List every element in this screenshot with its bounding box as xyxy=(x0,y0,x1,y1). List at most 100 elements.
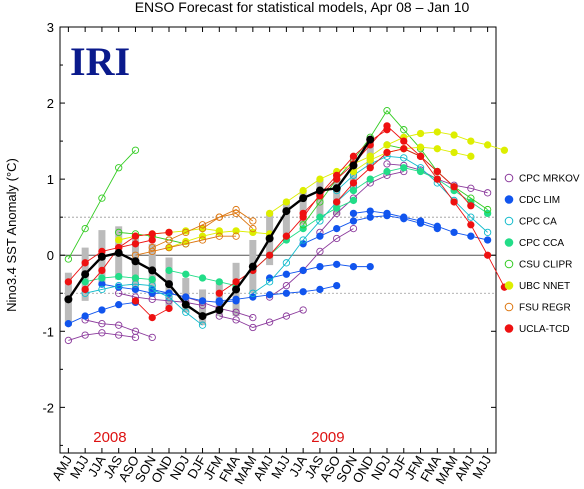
forecast-point xyxy=(400,137,408,145)
forecast-line xyxy=(152,289,203,326)
forecast-point xyxy=(182,308,190,316)
forecast-point xyxy=(366,156,374,164)
forecast-point xyxy=(165,266,173,275)
forecast-point xyxy=(366,207,374,215)
forecast-point xyxy=(467,232,475,240)
forecast-point xyxy=(467,213,475,221)
forecast-point xyxy=(416,143,425,151)
observed-point xyxy=(114,248,123,257)
forecast-point xyxy=(265,278,274,286)
forecast-point xyxy=(383,160,391,168)
forecast-point xyxy=(98,285,106,294)
observed-point xyxy=(165,280,173,289)
forecast-line xyxy=(219,309,304,328)
forecast-point xyxy=(198,236,207,244)
forecast-point xyxy=(467,202,475,210)
observed-point xyxy=(265,234,274,243)
forecast-point xyxy=(483,189,492,197)
forecast-point xyxy=(198,232,207,240)
forecast-point xyxy=(333,198,341,206)
forecast-point xyxy=(450,198,458,206)
forecast-point xyxy=(215,213,223,221)
forecast-point xyxy=(383,167,391,176)
observed-point xyxy=(97,252,106,261)
forecast-point xyxy=(115,331,123,339)
forecast-point xyxy=(198,224,207,233)
forecast-point xyxy=(249,228,257,237)
observed-point xyxy=(299,194,308,203)
forecast-point xyxy=(349,152,358,160)
forecast-point xyxy=(299,224,307,233)
forecast-point xyxy=(148,333,156,342)
forecast-point xyxy=(98,274,106,282)
forecast-point xyxy=(148,243,156,252)
forecast-point xyxy=(349,179,358,187)
y-axis-label: Nino3.4 SST Anomaly (°C) xyxy=(4,158,19,312)
forecast-point xyxy=(148,285,156,294)
forecast-point xyxy=(299,186,307,195)
forecast-point xyxy=(467,152,475,160)
forecast-point xyxy=(81,259,89,267)
forecast-point xyxy=(81,331,89,339)
observed-point xyxy=(248,262,257,271)
forecast-point xyxy=(299,209,307,218)
forecast-point xyxy=(232,316,240,324)
forecast-point xyxy=(98,194,106,202)
plot-frame xyxy=(59,26,497,454)
y-tick-label: -1 xyxy=(42,324,54,339)
forecast-point xyxy=(165,228,173,237)
forecast-point xyxy=(148,275,156,284)
observed-point xyxy=(366,135,375,144)
forecast-line xyxy=(67,149,136,260)
forecast-point xyxy=(416,167,425,176)
legend-marker xyxy=(504,259,514,269)
forecast-point xyxy=(198,297,207,305)
forecast-point xyxy=(416,217,425,225)
forecast-point xyxy=(115,164,123,172)
forecast-point xyxy=(366,175,374,183)
forecast-point xyxy=(265,274,274,282)
legend-label: UCLA-TCD xyxy=(519,324,570,335)
legend-label: CPC CCA xyxy=(519,238,564,249)
forecast-point xyxy=(450,148,458,157)
observed-point xyxy=(64,295,73,304)
forecast-point xyxy=(483,251,492,259)
forecast-point xyxy=(115,281,123,290)
forecast-point xyxy=(433,222,441,230)
forecast-line xyxy=(118,292,203,306)
forecast-point xyxy=(450,131,458,139)
forecast-point xyxy=(64,255,73,263)
forecast-point xyxy=(115,236,123,244)
forecast-point xyxy=(131,240,140,248)
forecast-point xyxy=(282,281,291,290)
forecast-point xyxy=(282,312,291,320)
observed-point xyxy=(215,305,224,314)
forecast-point xyxy=(316,232,324,240)
forecast-point xyxy=(182,228,190,237)
legend-marker xyxy=(504,302,514,312)
forecast-point xyxy=(198,321,207,329)
forecast-point xyxy=(433,167,441,176)
forecast-point xyxy=(349,196,358,205)
spread-bar xyxy=(333,171,341,215)
y-tick-label: 3 xyxy=(47,20,54,35)
forecast-point xyxy=(483,209,492,218)
forecast-point xyxy=(115,228,123,237)
forecast-point xyxy=(483,205,492,214)
forecast-point xyxy=(333,234,341,243)
forecast-point xyxy=(131,274,140,282)
forecast-point xyxy=(182,240,190,248)
forecast-point xyxy=(115,321,123,329)
series-ucla-tcd xyxy=(64,122,509,322)
forecast-point xyxy=(299,221,307,229)
forecast-point xyxy=(333,281,341,290)
spread-bar xyxy=(199,289,207,326)
forecast-point xyxy=(467,184,475,192)
forecast-point xyxy=(282,289,291,297)
forecast-point xyxy=(64,320,73,328)
forecast-point xyxy=(299,306,307,314)
legend: CPC MRKOV CDC LIM CPC CA CPC CCA CSU CLIPR UB… xyxy=(504,174,580,335)
forecast-point xyxy=(316,247,324,256)
year-label-2009: 2009 xyxy=(311,429,344,446)
spread-bar xyxy=(366,137,374,167)
